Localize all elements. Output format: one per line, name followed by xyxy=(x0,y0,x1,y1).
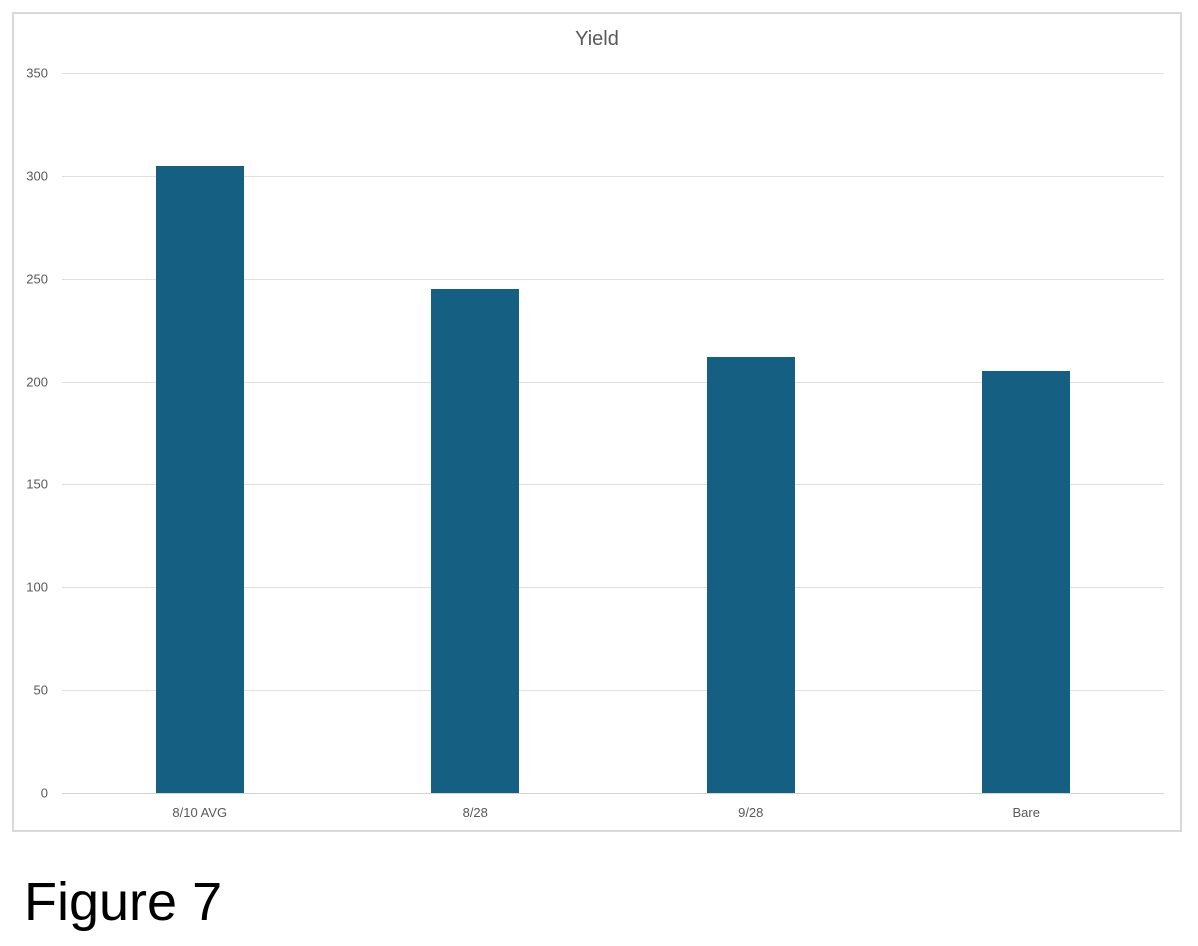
y-gridline xyxy=(62,175,1164,177)
y-axis-tick-label: 250 xyxy=(26,271,48,287)
y-axis-tick-label: 300 xyxy=(26,168,48,184)
figure-caption: Figure 7 xyxy=(24,872,223,932)
y-axis-tick-label: 0 xyxy=(40,785,48,801)
y-gridline xyxy=(62,73,1164,74)
plot-area xyxy=(62,73,1164,794)
y-gridline xyxy=(62,381,1164,383)
chart-title: Yield xyxy=(575,28,619,50)
x-axis-category-label: Bare xyxy=(1012,805,1040,820)
chart-bar[interactable] xyxy=(982,371,1071,793)
y-axis-tick-label: 150 xyxy=(26,476,48,492)
y-gridline xyxy=(62,587,1164,589)
y-axis-tick-label: 100 xyxy=(26,579,48,595)
yield-bar-chart[interactable]: Yield 0 50 100 150 200 250 300 350 8/10 AVG 8/28 9… xyxy=(12,12,1182,832)
chart-bar[interactable] xyxy=(431,289,520,793)
x-axis-category-label: 8/28 xyxy=(462,805,488,820)
y-gridline xyxy=(62,690,1164,692)
y-axis-tick-label: 350 xyxy=(26,65,48,81)
y-axis-tick-label: 200 xyxy=(26,374,48,390)
y-gridline xyxy=(62,278,1164,280)
x-axis-line xyxy=(62,793,1164,794)
chart-bar[interactable] xyxy=(155,165,244,793)
x-axis-category-label: 9/28 xyxy=(738,805,764,820)
y-gridline xyxy=(62,484,1164,486)
y-axis-tick-label: 50 xyxy=(33,682,48,698)
chart-bar[interactable] xyxy=(706,356,795,793)
x-axis-category-label: 8/10 AVG xyxy=(172,805,228,820)
